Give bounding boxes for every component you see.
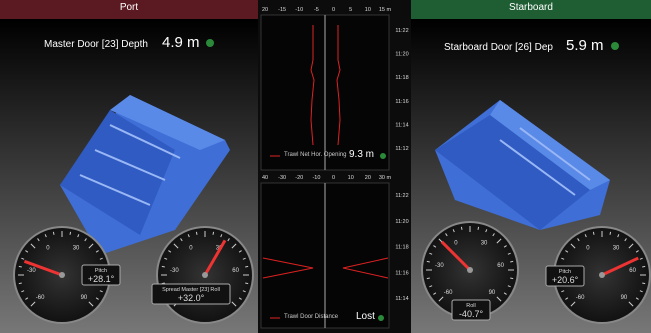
- x-tick-label: 15 m: [379, 7, 392, 13]
- gauge-tick: [196, 232, 197, 235]
- gauge-tick-label: -30: [27, 268, 36, 274]
- gauge-value: -40.7°: [459, 309, 484, 319]
- gauge-tick: [478, 227, 479, 230]
- gauge-tick-label: -60: [576, 295, 585, 301]
- gauge-tick: [427, 261, 430, 262]
- port-depth-label: Master Door [23] Depth: [44, 39, 148, 50]
- x-tick-label: 40: [262, 175, 268, 181]
- status-dot: [380, 153, 386, 159]
- status-dot: [378, 315, 384, 321]
- gauge-tick: [162, 266, 165, 267]
- gauge-tick: [245, 266, 248, 267]
- gauge-tick: [427, 278, 430, 279]
- gauge-tick-label: 30: [613, 245, 620, 251]
- time-label: 11:16: [395, 270, 408, 276]
- gauge-tick: [70, 232, 71, 235]
- x-tick-label: -20: [295, 175, 303, 181]
- time-label: 11:14: [395, 296, 408, 302]
- x-tick-label: -10: [295, 7, 303, 13]
- top-legend: Trawl Net Hor. Opening: [284, 152, 346, 158]
- gauge-tick-label: -30: [170, 268, 179, 274]
- x-tick-label: 0: [332, 175, 335, 181]
- gauge-tick-label: 60: [629, 268, 636, 274]
- x-tick-label: 5: [349, 7, 352, 13]
- gauge-value: +28.1°: [88, 274, 115, 284]
- x-tick-label: 10: [365, 7, 371, 13]
- gauge-tick-label: -60: [36, 295, 45, 301]
- bottom-legend: Trawl Door Distance: [284, 314, 338, 320]
- gauge-tick: [162, 283, 165, 284]
- gauge-tick: [19, 283, 22, 284]
- time-label: 11:14: [395, 122, 408, 128]
- gauge-tick: [510, 261, 513, 262]
- x-tick-label: 20: [365, 175, 371, 181]
- gauge-tick-label: -30: [435, 263, 444, 269]
- gauge-hub: [467, 267, 473, 273]
- gauge-tick: [213, 232, 214, 235]
- gauge-tick: [610, 232, 611, 235]
- x-tick-label: -15: [278, 7, 286, 13]
- gauge-value: +32.0°: [178, 293, 205, 303]
- gauge-tick: [593, 232, 594, 235]
- x-tick-label: 20: [262, 7, 268, 13]
- gauge-tick-label: 90: [489, 290, 496, 296]
- screen: 20 -15 -10 -5 0 5 10 15 m 11:22 11:20 11:18 11:16 11…: [0, 0, 651, 333]
- x-tick-label: -30: [278, 175, 286, 181]
- status-dot: [206, 39, 214, 47]
- gauge-tick-label: 60: [497, 263, 504, 269]
- x-tick-label: 0: [332, 7, 335, 13]
- x-tick-label: 30 m: [379, 175, 392, 181]
- gauge-value: +20.6°: [552, 275, 579, 285]
- time-label: 11:20: [395, 52, 408, 58]
- top-value: 9.3 m: [349, 149, 374, 160]
- port-depth-value: 4.9 m: [162, 34, 200, 51]
- time-label: 11:12: [395, 146, 408, 152]
- gauge-tick-label: 90: [81, 295, 88, 301]
- gauge-tick-label: -60: [444, 290, 453, 296]
- bottom-value: Lost: [356, 311, 375, 322]
- x-tick-label: 10: [348, 175, 354, 181]
- x-tick-label: -5: [314, 7, 319, 13]
- time-label: 11:20: [395, 219, 408, 225]
- gauge-tick: [19, 266, 22, 267]
- starboard-depth-value: 5.9 m: [566, 37, 604, 54]
- starboard-header: Starboard: [411, 2, 651, 13]
- gauge-tick: [642, 283, 645, 284]
- gauge-tick-label: 30: [73, 245, 80, 251]
- gauge-tick: [461, 227, 462, 230]
- gauge-tick: [245, 283, 248, 284]
- gauge-hub: [599, 272, 605, 278]
- time-label: 11:18: [395, 245, 408, 251]
- starboard-depth-label: Starboard Door [26] Dep: [444, 42, 553, 53]
- gauge-hub: [59, 272, 65, 278]
- port-header: Port: [0, 2, 258, 13]
- gauge-tick-label: 90: [621, 295, 628, 301]
- time-label: 11:22: [395, 193, 408, 199]
- time-label: 11:22: [395, 28, 408, 34]
- x-tick-label: -10: [312, 175, 320, 181]
- gauge-tick: [642, 266, 645, 267]
- time-label: 11:16: [395, 99, 408, 105]
- gauge-hub: [202, 272, 208, 278]
- gauge-tick-label: 60: [232, 268, 239, 274]
- gauge-tick: [53, 232, 54, 235]
- status-dot: [611, 42, 619, 50]
- time-label: 11:18: [395, 75, 408, 81]
- gauge-tick: [510, 278, 513, 279]
- gauge-tick-label: 30: [481, 240, 488, 246]
